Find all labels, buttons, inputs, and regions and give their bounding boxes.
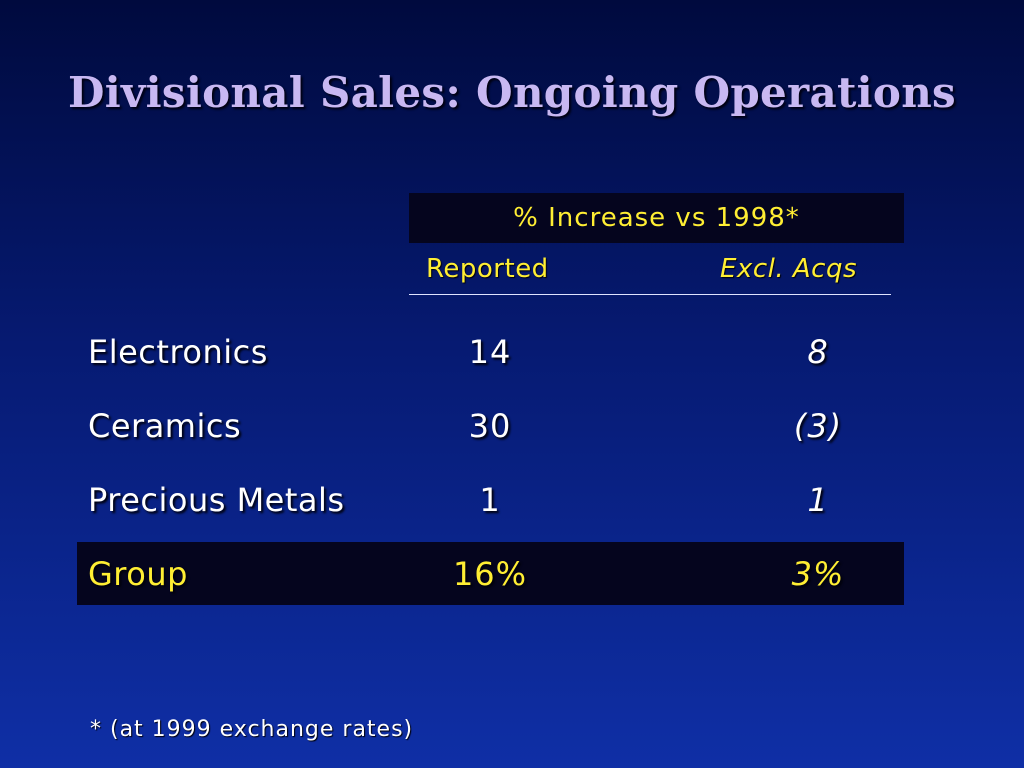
group-total-row: Group 16% 3% — [0, 555, 1024, 595]
header-underline — [409, 294, 891, 295]
column-header-excl-acqs: Excl. Acqs — [720, 254, 857, 284]
footnote: * (at 1999 exchange rates) — [90, 717, 414, 742]
table-row: Electronics 14 8 — [0, 333, 1024, 373]
table-header-band: % Increase vs 1998* — [409, 193, 904, 243]
row-excl-acqs-value: 8 — [807, 333, 829, 371]
column-header-reported: Reported — [426, 254, 549, 284]
row-excl-acqs-value: 1 — [807, 481, 829, 519]
row-excl-acqs-value: (3) — [793, 407, 843, 445]
row-reported-value: 14 — [468, 333, 512, 371]
table-row: Ceramics 30 (3) — [0, 407, 1024, 447]
group-highlight-band — [77, 542, 904, 605]
slide-title: Divisional Sales: Ongoing Operations — [67, 68, 957, 117]
table-row: Precious Metals 1 1 — [0, 481, 1024, 521]
row-label: Precious Metals — [88, 481, 345, 519]
group-excl-acqs-value: 3% — [791, 555, 845, 593]
row-reported-value: 1 — [479, 481, 501, 519]
row-label: Ceramics — [88, 407, 242, 445]
row-label: Electronics — [88, 333, 268, 371]
group-label: Group — [88, 555, 188, 593]
table-header: % Increase vs 1998* — [513, 203, 800, 233]
group-reported-value: 16% — [452, 555, 528, 593]
row-reported-value: 30 — [468, 407, 512, 445]
